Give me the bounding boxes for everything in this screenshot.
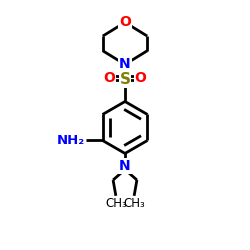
Text: CH₃: CH₃: [123, 197, 145, 210]
Text: NH₂: NH₂: [57, 134, 85, 147]
Text: S: S: [120, 72, 130, 87]
Text: N: N: [119, 159, 131, 173]
Text: O: O: [119, 16, 131, 30]
Text: O: O: [104, 71, 116, 85]
Text: N: N: [119, 58, 131, 71]
Text: CH₃: CH₃: [105, 197, 127, 210]
Text: O: O: [134, 71, 146, 85]
